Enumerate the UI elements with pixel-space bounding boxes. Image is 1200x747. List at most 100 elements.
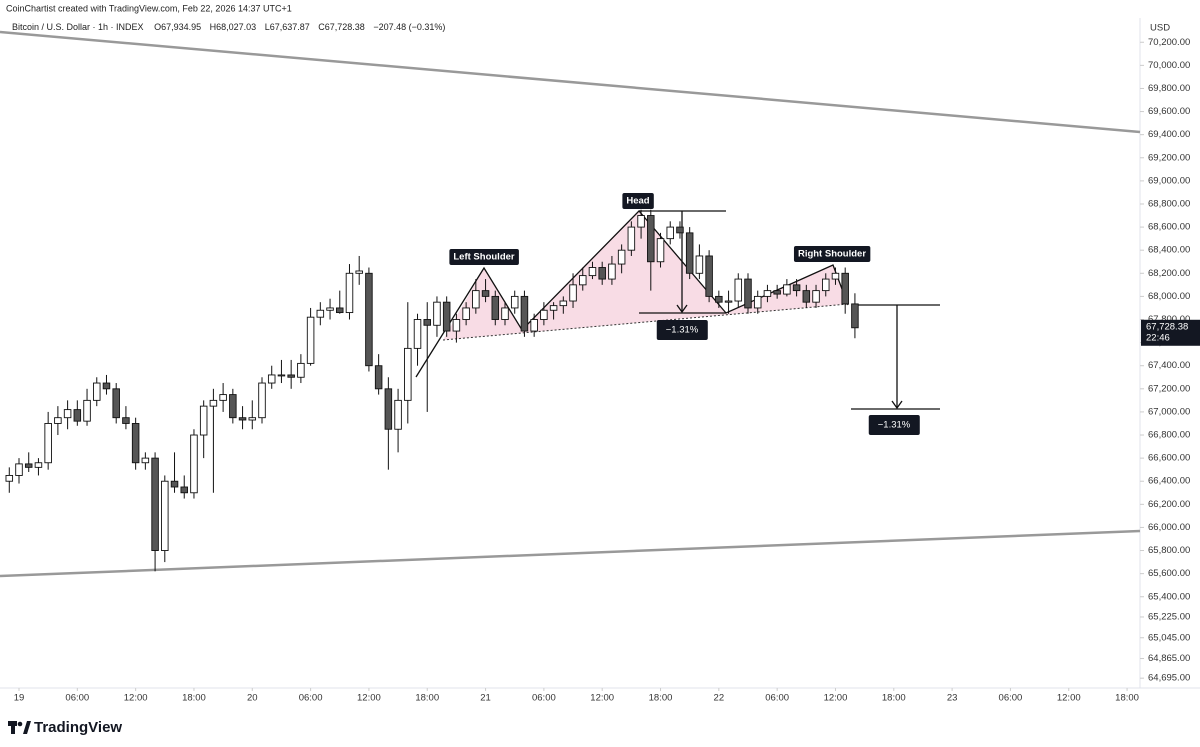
ohlc-value: L67,637.87 [265,22,310,32]
brand-name: TradingView [34,719,122,736]
candle-body [695,255,704,274]
candle-body [209,399,218,407]
ohlc-value: H68,027.03 [210,22,257,32]
candle-body [287,374,295,378]
y-tick-label: 67,800.00 [1148,314,1190,325]
arrow-head [676,304,688,314]
candle-body [238,417,247,421]
x-tick-label: 12:00 [124,693,148,704]
y-tick-label: 70,000.00 [1148,60,1190,71]
y-tick-label: 66,600.00 [1148,453,1190,464]
candle-body [685,232,694,274]
logo-icon [17,721,23,727]
candle-body [306,316,315,364]
annotation-box [622,193,654,209]
candle-body [501,307,509,320]
chart-header: Bitcoin / U.S. Dollar · 1h · INDEX O67,9… [12,22,445,32]
candle-body [384,388,393,430]
annotation-label: Head [626,196,649,207]
currency-label: USD [1150,23,1170,34]
y-tick-label: 66,400.00 [1148,476,1190,487]
y-tick-label: 65,800.00 [1148,545,1190,556]
candle-body [83,399,91,422]
y-tick-label: 69,200.00 [1148,152,1190,163]
candle-body [180,486,188,494]
candle-body [112,388,120,419]
candle-body [199,405,208,436]
candle-body [812,290,820,303]
y-tick-label: 68,400.00 [1148,245,1190,256]
candle-body [617,249,626,265]
y-tick-label: 69,400.00 [1148,129,1190,140]
trendline [0,529,1141,578]
x-tick-label: 18:00 [649,693,673,704]
candle-body [316,309,325,318]
candle-body [161,480,169,551]
candle-body [131,423,140,464]
y-tick-label: 65,600.00 [1148,568,1190,579]
candle-body [413,319,422,349]
candle-body [773,290,781,295]
candle-body [540,309,548,320]
candle-body [190,434,198,494]
candle-body [433,301,441,326]
x-tick-label: 18:00 [415,693,439,704]
y-tick-label: 66,800.00 [1148,430,1190,441]
y-tick-label: 68,200.00 [1148,268,1190,279]
y-tick-label: 65,225.00 [1148,611,1190,622]
candle-body [229,394,237,419]
credit: CoinChartist created with TradingView.co… [6,3,292,13]
candle-body [423,319,431,326]
annotation-label: −1.31% [878,420,911,431]
candle-body [851,303,859,329]
x-tick-label: 22 [714,693,725,704]
y-tick-label: 67,200.00 [1148,383,1190,394]
y-tick-label: 69,000.00 [1148,175,1190,186]
x-tick-label: 12:00 [590,693,614,704]
candle-body [34,462,43,468]
x-tick-label: 18:00 [1115,693,1139,704]
y-tick-label: 64,695.00 [1148,673,1190,684]
y-tick-label: 69,600.00 [1148,106,1190,117]
candle-body [724,300,733,303]
candle-body [656,238,665,263]
candle-body [442,301,451,332]
candle-body [627,226,636,251]
candle-body [365,272,373,367]
candle-body [637,215,645,228]
annotation-box [449,249,519,265]
logo-icon [23,721,31,734]
x-tick-label: 18:00 [182,693,206,704]
candle-body [588,267,597,277]
candle-body [63,409,72,419]
x-tick-label: 19 [14,693,25,704]
annotation-label: Left Shoulder [453,252,515,263]
candle-body [5,474,14,482]
y-tick-label: 70,200.00 [1148,37,1190,48]
change-value: −207.48 (−0.31%) [373,22,445,32]
candle-body [520,295,529,332]
candle-body [267,374,276,384]
candle-body [472,290,480,309]
y-tick-label: 69,800.00 [1148,83,1190,94]
candle-body [491,295,500,320]
candle-body [792,284,801,292]
candle-body [102,382,111,390]
y-tick-label: 64,865.00 [1148,653,1190,664]
x-tick-label: 06:00 [765,693,789,704]
x-tick-label: 20 [247,693,258,704]
candle-body [559,300,568,307]
x-tick-label: 06:00 [65,693,89,704]
candle-body [831,272,840,280]
candle-body [24,463,33,468]
candle-body [481,290,490,297]
labels: Left Shoulder Head Right Shoulder −1.31% −1.… [449,193,920,435]
candle-body [54,417,62,424]
ohlc-value: O67,934.95 [154,22,201,32]
x-tick-label: 06:00 [532,693,556,704]
candle-body [676,226,684,234]
candle-body [647,215,655,263]
y-tick-label: 68,600.00 [1148,222,1190,233]
